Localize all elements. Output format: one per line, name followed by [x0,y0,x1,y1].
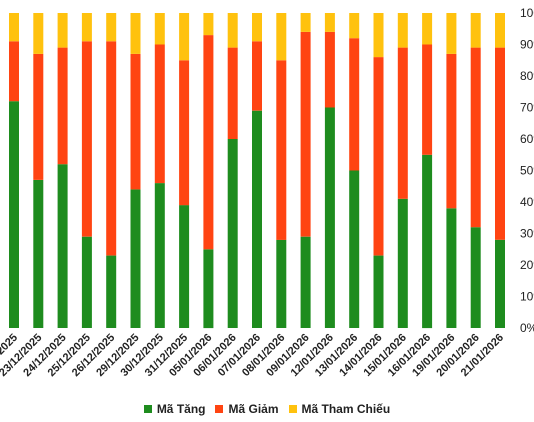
bar-segment-0-2 [57,164,68,328]
bar-segment-2-14 [349,13,360,39]
bar-segment-0-5 [130,189,141,328]
bar-segment-0-8 [203,249,214,329]
legend-label: Mã Tăng [156,402,206,416]
y-tick-label: 50% [520,164,534,178]
bar-segment-1-2 [57,47,68,165]
bar-segment-2-19 [470,13,481,48]
y-tick-label: 90% [520,38,534,52]
y-tick-label: 60% [520,132,534,146]
bar-segment-0-4 [106,255,117,328]
bar-segment-0-16 [397,198,408,328]
bar-segment-0-10 [252,110,262,328]
bar-segment-1-18 [446,53,457,209]
bar-segment-0-18 [446,208,457,328]
bar-segment-2-10 [252,13,262,42]
legend-item-2: Mã Tham Chiếu [288,402,391,416]
y-tick-label: 70% [520,101,534,115]
legend-label: Mã Tham Chiếu [301,402,391,416]
bar-segment-0-20 [495,239,505,328]
bar-segment-0-17 [422,154,433,329]
bar-segment-1-19 [470,47,481,228]
bar-segment-2-13 [324,13,335,32]
bar-segment-2-1 [33,13,44,54]
bar-segment-0-12 [300,236,311,328]
bar-segment-1-13 [324,31,335,108]
bar-segment-1-5 [130,53,141,190]
legend-swatch [215,405,224,413]
bar-segment-1-16 [397,47,408,199]
legend: Mã Tăng Mã Giảm Mã Tham Chiếu [0,402,534,416]
y-tick-label: 10% [520,290,534,304]
y-tick-label: 40% [520,195,534,209]
bar-segment-0-9 [227,139,238,328]
y-tick-label: 100% [520,6,534,20]
bar-segment-1-7 [179,60,190,206]
bar-segment-2-16 [397,13,408,48]
legend-item-0: Mã Tăng [143,402,206,416]
bar-segment-1-10 [252,41,262,111]
bar-segment-1-6 [154,44,165,184]
x-axis-ticks: 22/12/202523/12/202524/12/202525/12/2025… [0,332,506,379]
bar-segment-2-11 [276,13,287,61]
bar-segment-2-0 [9,13,19,42]
bar-segment-0-1 [33,180,44,328]
stacked-bar-chart: 0% 10% 20% 30% 40% 50% 60% 70% 80% 90% 100% 22/12/… [0,6,534,379]
y-tick-label: 30% [520,227,534,241]
bar-segment-0-6 [154,183,165,328]
bar-segment-1-15 [373,57,384,256]
bar-segment-0-7 [179,205,190,328]
bar-segment-1-11 [276,60,287,240]
bar-segment-1-3 [81,41,92,237]
bar-segment-2-8 [203,13,214,36]
y-tick-label: 20% [520,258,534,272]
bar-segment-2-18 [446,13,457,54]
bar-segment-0-3 [81,236,92,328]
bar-segment-1-17 [422,44,433,155]
legend-label: Mã Giảm [228,402,279,416]
bar-segment-2-17 [422,13,433,45]
bar-segment-1-8 [203,35,214,250]
legend-item-1: Mã Giảm [215,402,279,416]
bar-segment-1-4 [106,41,117,256]
bar-segment-0-19 [470,227,481,328]
bar-segment-2-2 [57,13,68,48]
bar-segment-1-0 [9,41,19,102]
bar-segment-1-14 [349,38,360,171]
legend-swatch [143,405,152,413]
bar-segment-0-11 [276,239,287,328]
bar-segment-1-1 [33,53,44,180]
bar-segment-2-6 [154,13,165,45]
bar-segment-1-12 [300,31,311,237]
bar-segment-2-5 [130,13,141,54]
bar-segment-0-14 [349,170,360,328]
bar-segment-2-4 [106,13,117,42]
bars-group [9,13,505,329]
bar-segment-0-0 [9,101,19,328]
bar-segment-2-9 [227,13,238,48]
bar-segment-2-20 [495,13,505,48]
bar-segment-2-15 [373,13,384,58]
bar-segment-1-20 [495,47,505,240]
bar-segment-0-15 [373,255,384,328]
bar-segment-2-3 [81,13,92,42]
bar-segment-1-9 [227,47,238,139]
bar-segment-2-12 [300,13,311,32]
y-axis-ticks: 0% 10% 20% 30% 40% 50% 60% 70% 80% 90% 100% [520,6,534,335]
y-tick-label: 0% [520,321,534,335]
legend-swatch [288,405,297,413]
bar-segment-0-13 [324,107,335,328]
bar-segment-2-7 [179,13,190,61]
y-tick-label: 80% [520,69,534,83]
